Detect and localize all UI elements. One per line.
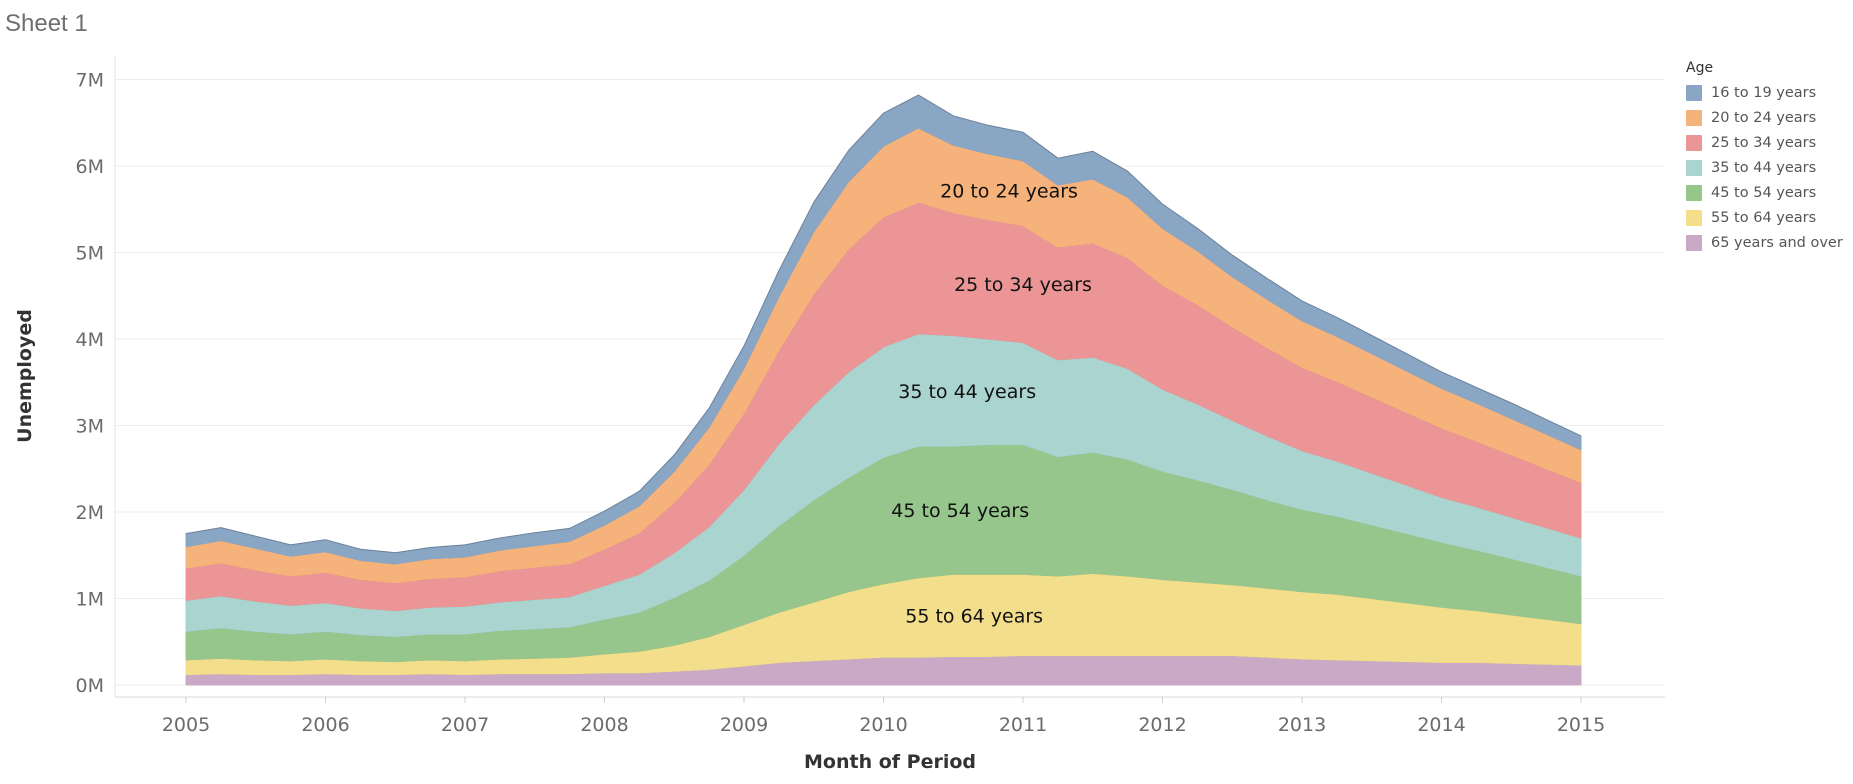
legend-swatch [1686,134,1702,151]
x-tick-label: 2006 [301,714,349,736]
legend-label: 16 to 19 years [1711,84,1817,101]
legend-item[interactable]: 65 years and over [1686,230,1843,255]
x-tick-label: 2012 [1138,714,1186,736]
x-tick-label: 2015 [1557,714,1605,736]
x-tick-label: 2008 [580,714,628,736]
legend-title: Age [1686,60,1714,76]
y-axis-ticks: 0M 1M 2M 3M 4M 5M 6M 7M [76,70,104,698]
y-tick-label: 1M [76,589,104,611]
y-axis-title: Unemployed [14,309,36,443]
x-tick-label: 2013 [1278,714,1326,736]
y-tick-label: 0M [76,675,104,697]
x-tick-label: 2010 [859,714,907,736]
legend-item[interactable]: 55 to 64 years [1686,205,1843,230]
legend-items: 16 to 19 years 20 to 24 years 25 to 34 yea… [1686,80,1843,255]
legend-item[interactable]: 16 to 19 years [1686,80,1843,105]
area-labels: 20 to 24 years 25 to 34 years 35 to 44 yea… [891,181,1092,628]
y-tick-label: 2M [76,502,104,524]
area-label: 25 to 34 years [954,274,1092,296]
legend-swatch [1686,234,1702,251]
legend-item[interactable]: 45 to 54 years [1686,180,1843,205]
area-edge-line [185,94,1582,554]
y-tick-label: 5M [76,243,104,265]
legend-label: 35 to 44 years [1711,159,1817,176]
legend-swatch [1686,184,1702,201]
sheet-title: Sheet 1 [5,10,88,37]
legend-item[interactable]: 20 to 24 years [1686,105,1843,130]
y-tick-label: 6M [76,156,104,178]
legend-swatch [1686,84,1702,101]
legend: Age 16 to 19 years 20 to 24 years 25 to 34… [1686,60,1843,255]
y-tick-label: 3M [76,416,104,438]
stacked-area-chart: 0M 1M 2M 3M 4M 5M 6M 7M 2005 2006 2007 2008 2009 201… [14,55,1665,773]
legend-label: 25 to 34 years [1711,134,1817,151]
x-tick-label: 2011 [999,714,1047,736]
x-tick-label: 2007 [441,714,489,736]
x-tick-label: 2014 [1417,714,1465,736]
area-label: 45 to 54 years [891,500,1029,522]
x-axis-title: Month of Period [804,751,976,773]
y-tick-label: 7M [76,70,104,92]
area-label: 20 to 24 years [940,181,1078,203]
x-axis-ticks: 2005 2006 2007 2008 2009 2010 2011 2012 2013 2014… [162,697,1605,736]
legend-swatch [1686,209,1702,226]
area-layer [185,94,1582,686]
y-tick-label: 4M [76,329,104,351]
area-label: 55 to 64 years [905,605,1043,627]
legend-label: 65 years and over [1711,234,1843,251]
x-tick-label: 2009 [720,714,768,736]
legend-label: 55 to 64 years [1711,209,1817,226]
legend-label: 20 to 24 years [1711,109,1817,126]
legend-item[interactable]: 35 to 44 years [1686,155,1843,180]
area-label: 35 to 44 years [898,381,1036,403]
area-series-16-to-19-years[interactable] [185,94,1582,565]
legend-label: 45 to 54 years [1711,184,1817,201]
legend-item[interactable]: 25 to 34 years [1686,130,1843,155]
legend-swatch [1686,109,1702,126]
legend-swatch [1686,159,1702,176]
x-tick-label: 2005 [162,714,210,736]
